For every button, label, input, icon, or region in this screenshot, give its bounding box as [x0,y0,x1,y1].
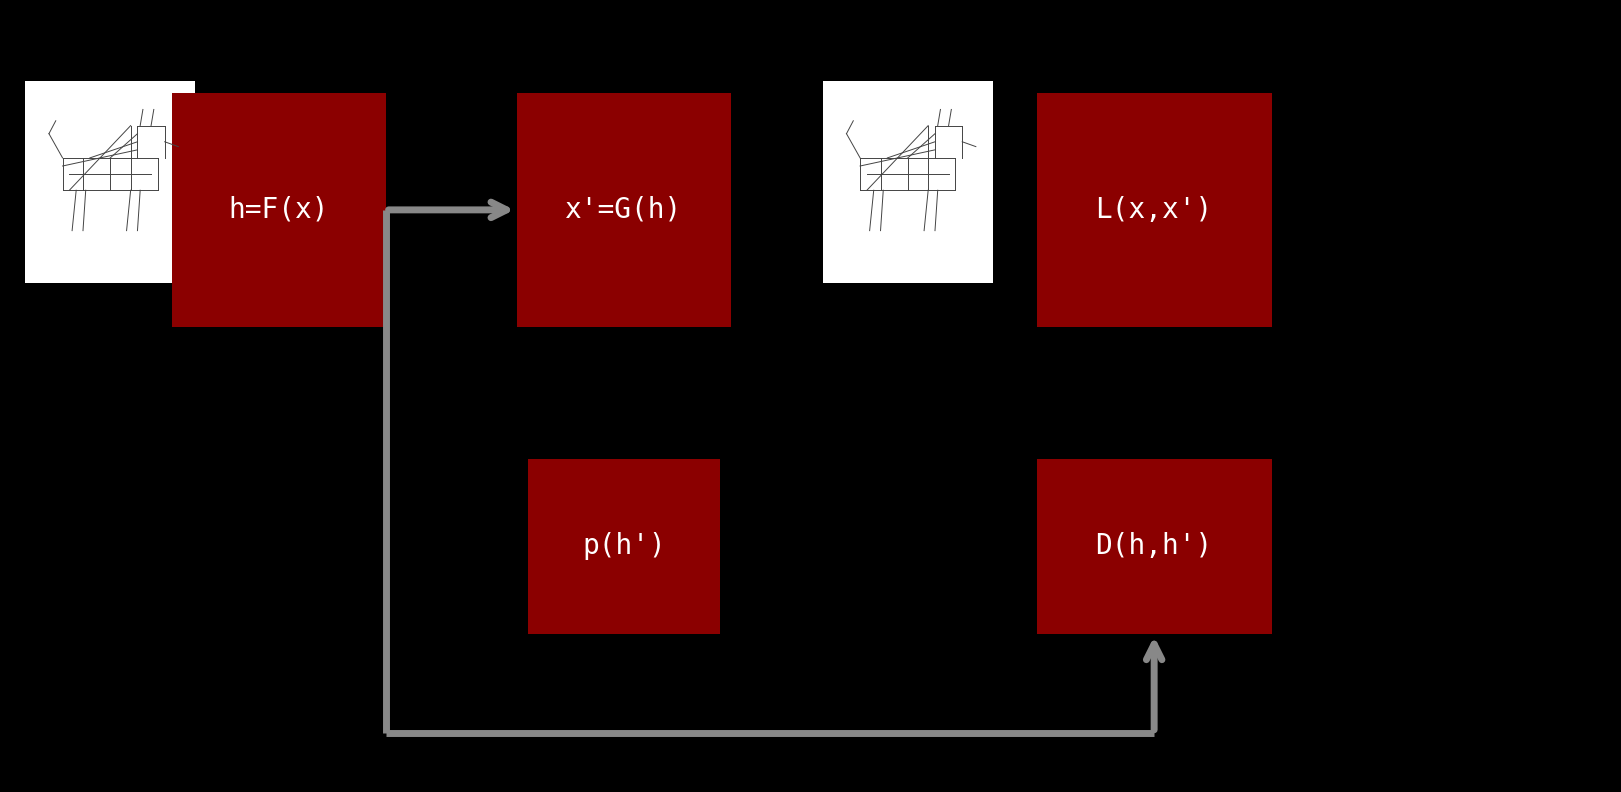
Bar [26,81,196,283]
Bar [1037,93,1272,326]
Text: p(h'): p(h') [582,532,666,561]
Bar [528,459,720,634]
Bar [172,93,386,326]
Bar [823,81,994,283]
Text: x'=G(h): x'=G(h) [566,196,682,224]
Text: D(h,h'): D(h,h') [1096,532,1213,561]
Text: L(x,x'): L(x,x') [1096,196,1213,224]
Bar [517,93,731,326]
Bar [1037,459,1272,634]
Text: h=F(x): h=F(x) [229,196,329,224]
